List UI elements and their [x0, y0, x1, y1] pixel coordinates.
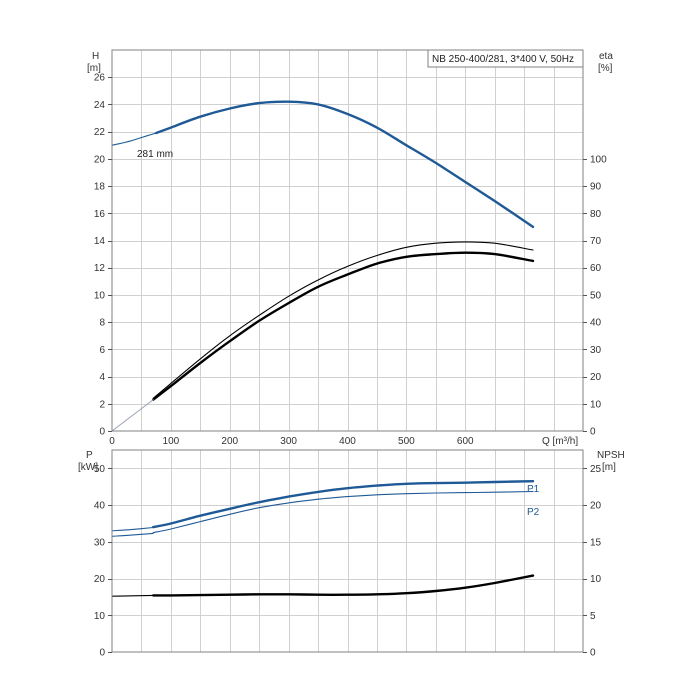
- upper-plot-frame: [111, 49, 584, 432]
- series-line-p1: [152, 480, 535, 529]
- series-line-head: [155, 100, 535, 229]
- series-line-head-extension: [111, 132, 157, 146]
- right-axis-tick-label: 5: [590, 611, 596, 622]
- x-axis-tick-label: 400: [339, 436, 356, 447]
- left-axis-tick-label: 50: [94, 464, 106, 475]
- left-axis-tick-label: 20: [94, 154, 106, 165]
- head-efficiency-panel: 0246810121416182022242601020304050607080…: [87, 49, 613, 447]
- left-axis-tick-label: 10: [94, 611, 106, 622]
- power-axis-label: P: [86, 450, 93, 461]
- left-axis-tick-label: 24: [94, 100, 106, 111]
- left-axis-tick-label: 0: [99, 427, 105, 438]
- upper-series-group: [111, 100, 535, 432]
- power-axis-unit: [kW]: [78, 462, 98, 473]
- x-axis-tick-label: 200: [221, 436, 238, 447]
- right-axis-tick-label: 0: [590, 648, 596, 659]
- series-line-npsh-extension: [111, 594, 154, 597]
- left-axis-tick-label: 40: [94, 501, 106, 512]
- left-axis-tick-label: 30: [94, 537, 106, 548]
- series-line-p1-extension: [111, 526, 154, 532]
- lower-plot-frame: [111, 449, 584, 653]
- right-axis-tick-label: 50: [590, 290, 602, 301]
- lower-tick-labels: 0 10 20 30 40 50 0 5 10 15 20 25: [94, 464, 602, 659]
- left-axis-tick-label: 14: [94, 236, 106, 247]
- head-axis-label: H: [92, 51, 99, 62]
- series-line-eta-extension: [111, 399, 154, 432]
- power-npsh-panel: 0 10 20 30 40 50 0 5 10 15 20 25 P [kW] NPSH [m] P1…: [78, 449, 625, 659]
- x-axis-tick-label: 500: [398, 436, 415, 447]
- left-axis-tick-label: 8: [99, 318, 105, 329]
- p1-series-label: P1: [527, 484, 540, 495]
- chart-title: NB 250-400/281, 3*400 V, 50Hz: [432, 54, 574, 65]
- left-axis-tick-label: 18: [94, 182, 106, 193]
- left-axis-tick-label: 0: [99, 648, 105, 659]
- left-axis-tick-label: 22: [94, 127, 106, 138]
- eta-axis-label: eta: [599, 51, 613, 62]
- right-axis-tick-label: 20: [590, 372, 602, 383]
- x-axis-tick-label: 300: [280, 436, 297, 447]
- eta-axis-unit: [%]: [598, 63, 613, 74]
- right-axis-tick-label: 10: [590, 399, 602, 410]
- left-axis-tick-label: 16: [94, 209, 106, 220]
- flow-axis-label: Q [m³/h]: [542, 436, 578, 447]
- upper-tick-labels: 0246810121416182022242601020304050607080…: [94, 73, 607, 447]
- impeller-diameter-annotation: 281 mm: [137, 149, 173, 160]
- series-line-p2-extension: [111, 532, 154, 537]
- right-axis-tick-label: 40: [590, 318, 602, 329]
- left-axis-tick-label: 4: [99, 372, 105, 383]
- title-box: [427, 49, 584, 68]
- right-axis-tick-label: 70: [590, 236, 602, 247]
- left-axis-tick-label: 2: [99, 399, 105, 410]
- series-line-eta-upper: [152, 241, 534, 399]
- right-axis-tick-label: 20: [590, 501, 602, 512]
- p2-series-label: P2: [527, 507, 540, 518]
- right-axis-tick-label: 25: [590, 464, 602, 475]
- npsh-axis-label: NPSH: [597, 450, 625, 461]
- right-axis-tick-label: 100: [590, 154, 607, 165]
- x-axis-tick-label: 0: [109, 436, 115, 447]
- left-axis-tick-label: 6: [99, 345, 105, 356]
- x-axis-tick-label: 100: [163, 436, 180, 447]
- left-axis-tick-label: 26: [94, 73, 106, 84]
- right-axis-tick-label: 15: [590, 537, 602, 548]
- upper-grid: [112, 50, 583, 431]
- right-axis-tick-label: 80: [590, 209, 602, 220]
- lower-grid: [112, 450, 583, 652]
- left-axis-tick-label: 12: [94, 263, 106, 274]
- right-axis-tick-label: 90: [590, 182, 602, 193]
- right-axis-tick-label: 10: [590, 574, 602, 585]
- lower-series-group: [111, 480, 535, 597]
- right-axis-tick-label: 0: [590, 427, 596, 438]
- series-line-p2: [152, 490, 534, 534]
- head-axis-unit: [m]: [87, 63, 101, 74]
- npsh-axis-unit: [m]: [602, 462, 616, 473]
- series-line-npsh: [152, 574, 535, 597]
- left-axis-tick-label: 20: [94, 574, 106, 585]
- series-line-eta-lower: [152, 251, 535, 401]
- x-axis-tick-label: 600: [457, 436, 474, 447]
- right-axis-tick-label: 60: [590, 263, 602, 274]
- left-axis-tick-label: 10: [94, 290, 106, 301]
- right-axis-tick-label: 30: [590, 345, 602, 356]
